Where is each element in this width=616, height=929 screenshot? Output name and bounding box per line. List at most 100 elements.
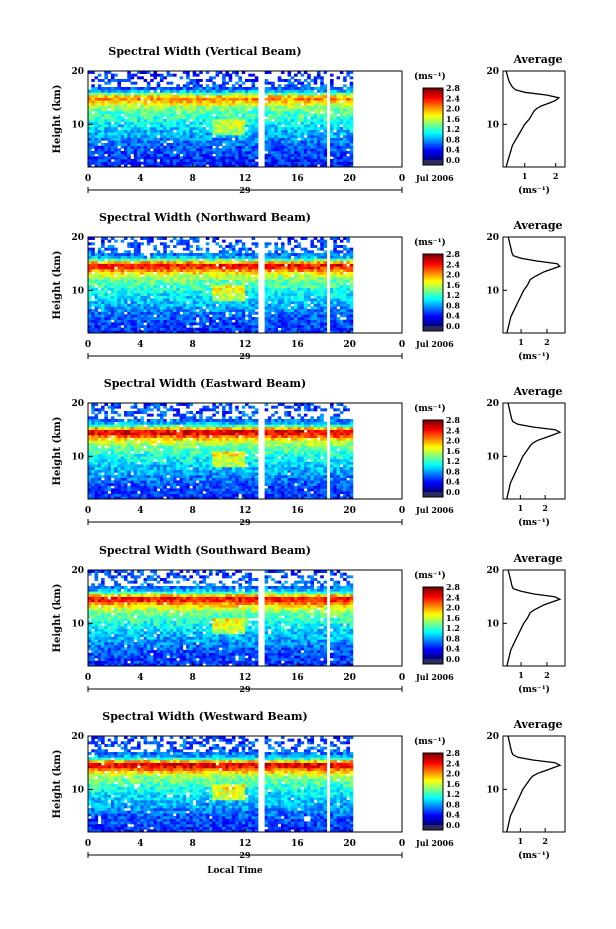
heatmap-cell	[117, 261, 122, 264]
heatmap-cell	[117, 143, 122, 146]
heatmap-cell	[143, 148, 148, 152]
heatmap-cell	[130, 319, 135, 323]
heatmap-cell	[238, 277, 243, 280]
heatmap-cell	[107, 164, 112, 168]
heatmap-cell	[231, 298, 236, 302]
heatmap-cell	[94, 108, 99, 112]
heatmap-cell	[110, 325, 115, 328]
heatmap-cell	[101, 89, 105, 93]
heatmap-cell	[94, 303, 99, 307]
heatmap-cell	[297, 245, 301, 248]
heatmap-cell	[333, 87, 337, 90]
heatmap-cell	[215, 113, 220, 117]
heatmap-cell	[195, 156, 200, 160]
heatmap-cell	[245, 100, 249, 104]
heatmap-cell	[231, 269, 236, 272]
heatmap-cell	[231, 145, 236, 149]
heatmap-cell	[186, 113, 190, 117]
heatmap-cell	[330, 295, 334, 299]
heatmap-cell	[166, 282, 171, 286]
heatmap-cell	[146, 287, 151, 291]
heatmap-cell	[215, 287, 220, 291]
heatmap-cell	[192, 306, 197, 310]
heatmap-cell	[110, 73, 115, 77]
heatmap-cell	[156, 143, 161, 146]
heatmap-cell	[192, 277, 197, 280]
heatmap-cell	[91, 274, 95, 278]
heatmap-cell	[186, 100, 190, 104]
heatmap-cell	[192, 309, 197, 312]
heatmap-cell	[91, 140, 95, 144]
heatmap-cell	[333, 263, 337, 267]
heatmap-cell	[104, 135, 108, 138]
heatmap-cell	[300, 287, 305, 291]
heatmap-cell	[140, 258, 144, 262]
heatmap-cell	[94, 271, 99, 275]
heatmap-cell	[101, 148, 105, 152]
heatmap-cell	[179, 239, 184, 243]
heatmap-cell	[245, 327, 249, 331]
heatmap-cell	[235, 301, 239, 304]
heatmap-cell	[316, 263, 321, 267]
heatmap-cell	[284, 311, 288, 315]
heatmap-cell	[241, 145, 246, 149]
heatmap-cell	[104, 247, 108, 251]
heatmap-cell	[143, 263, 148, 267]
heatmap-cell	[163, 129, 167, 133]
heatmap-cell	[123, 287, 128, 291]
heatmap-cell	[166, 253, 171, 256]
heatmap-cell	[287, 303, 292, 307]
heatmap-cell	[120, 137, 125, 141]
heatmap-cell	[104, 322, 108, 326]
heatmap-cell	[313, 327, 318, 331]
heatmap-cell	[199, 298, 203, 302]
heatmap-cell	[123, 309, 128, 312]
heatmap-cell	[264, 319, 269, 323]
heatmap-cell	[231, 277, 236, 280]
heatmap-cell	[133, 266, 138, 270]
heatmap-cell	[202, 269, 207, 272]
heatmap-cell	[307, 97, 311, 101]
heatmap-cell	[107, 253, 112, 256]
heatmap-cell	[150, 87, 154, 90]
colorbar-segment	[423, 142, 443, 145]
heatmap-cell	[274, 261, 279, 264]
heatmap-cell	[218, 319, 223, 323]
heatmap-cell	[143, 279, 148, 283]
heatmap-cell	[339, 325, 344, 328]
heatmap-cell	[271, 89, 275, 93]
heatmap-cell	[179, 124, 184, 128]
heatmap-cell	[199, 293, 203, 296]
heatmap-cell	[110, 100, 115, 104]
heatmap-cell	[150, 135, 154, 138]
heatmap-cell	[231, 261, 236, 264]
heatmap-cell	[310, 121, 314, 125]
heatmap-cell	[179, 97, 184, 101]
heatmap-cell	[156, 277, 161, 280]
heatmap-cell	[241, 266, 246, 270]
heatmap-cell	[179, 89, 184, 93]
heatmap-cell	[182, 271, 187, 275]
heatmap-cell	[267, 135, 272, 138]
heatmap-cell	[117, 159, 122, 162]
heatmap-cell	[163, 145, 167, 149]
heatmap-cell	[117, 87, 122, 90]
heatmap-cell	[173, 325, 177, 328]
heatmap-cell	[245, 253, 249, 256]
heatmap-cell	[277, 309, 282, 312]
heatmap-cell	[104, 92, 108, 96]
heatmap-cell	[182, 124, 187, 128]
heatmap-cell	[159, 295, 164, 299]
heatmap-cell	[146, 271, 151, 275]
heatmap-cell	[294, 311, 298, 315]
heatmap-cell	[218, 121, 223, 125]
heatmap-cell	[271, 314, 275, 318]
heatmap-cell	[127, 330, 131, 334]
heatmap-cell	[274, 317, 279, 320]
heatmap-cell	[88, 314, 92, 318]
heatmap-cell	[215, 317, 220, 320]
heatmap-cell	[339, 279, 344, 283]
heatmap-cell	[346, 116, 350, 120]
heatmap-cell	[284, 290, 288, 294]
heatmap-cell	[130, 137, 135, 141]
